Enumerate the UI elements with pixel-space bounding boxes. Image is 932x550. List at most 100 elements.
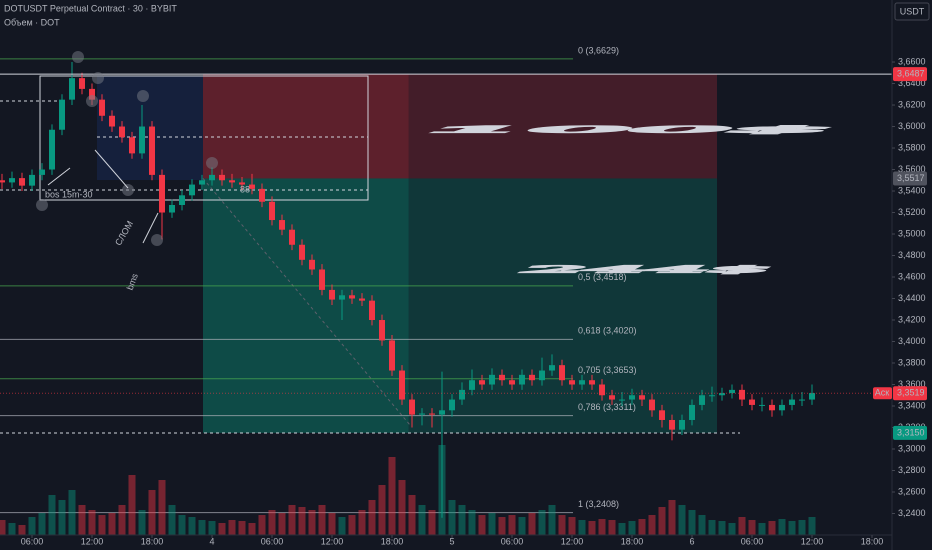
- volume-bar: [778, 519, 786, 535]
- marker: [122, 184, 134, 196]
- candle-body: [119, 126, 125, 138]
- stop-zone-active: [203, 74, 409, 179]
- candle-body: [299, 244, 305, 260]
- volume-bar: [248, 523, 256, 535]
- volume-bar: [518, 517, 526, 535]
- volume-bar: [338, 517, 346, 535]
- candle-body: [679, 419, 685, 430]
- y-tick-label: 3,6200: [898, 99, 926, 109]
- volume-bar: [638, 519, 646, 535]
- volume-bar: [788, 521, 796, 535]
- volume-bar: [28, 517, 36, 535]
- volume-bar: [488, 513, 496, 535]
- currency[interactable]: USDT: [900, 6, 925, 16]
- candle-body: [729, 389, 735, 394]
- range-box: [39, 75, 369, 201]
- volume-bar: [608, 520, 616, 535]
- price-tag-label: 3,6487: [897, 69, 925, 79]
- candle-body: [569, 380, 575, 385]
- candle-body: [719, 393, 725, 396]
- y-tick-label: 3,3800: [898, 357, 926, 367]
- candle-body: [69, 78, 75, 100]
- volume-bar: [558, 515, 566, 535]
- volume-bar: [628, 521, 636, 535]
- y-tick-label: 3,5600: [898, 164, 926, 174]
- candle-body: [749, 399, 755, 405]
- candle-body: [59, 99, 65, 130]
- volume-bar: [578, 520, 586, 535]
- candle-body: [39, 169, 45, 175]
- candle-body: [79, 78, 85, 89]
- volume-bar: [308, 510, 316, 535]
- arrow: [142, 212, 159, 244]
- candle-body: [329, 289, 335, 300]
- currency-box[interactable]: [894, 2, 930, 21]
- y-tick-label: 3,4600: [898, 271, 926, 281]
- candle-body: [459, 389, 465, 400]
- volume-bar: [128, 475, 136, 535]
- volume-bar: [178, 515, 186, 535]
- candle-body: [279, 220, 285, 230]
- marker: [151, 234, 163, 246]
- volume-bar: [368, 500, 376, 535]
- candle-body: [529, 374, 535, 381]
- volume-bar: [408, 495, 416, 535]
- volume-bar: [478, 515, 486, 535]
- x-tick-label: 18:00: [621, 536, 644, 546]
- price-tag: [893, 67, 927, 82]
- x-tick-label: 4: [209, 536, 214, 546]
- volume-bar: [318, 505, 326, 535]
- volume-bar: [68, 490, 76, 535]
- candle-body: [779, 404, 785, 411]
- volume-bar: [88, 510, 96, 535]
- candle-body: [9, 178, 15, 183]
- volume-bar: [8, 523, 16, 535]
- candle-body: [439, 410, 445, 415]
- x-tick-label: 18:00: [861, 536, 884, 546]
- arrow: [94, 149, 129, 189]
- y-tick-label: 3,6400: [898, 78, 926, 88]
- marker: [206, 157, 218, 169]
- candle-body: [209, 174, 215, 181]
- volume-bar: [498, 517, 506, 535]
- handwritten-note: 244$: [514, 266, 773, 276]
- volume-bar: [188, 517, 196, 535]
- fib-label: 0,786 (3,3311): [578, 402, 636, 412]
- y-tick-label: 3,5400: [898, 185, 926, 195]
- volume-title: Объем · DOT: [4, 17, 60, 27]
- x-tick-label: 5: [449, 536, 454, 546]
- volume-bar: [148, 490, 156, 535]
- x-tick-label: 12:00: [321, 536, 344, 546]
- volume-bar: [728, 523, 736, 535]
- candle-body: [629, 395, 635, 400]
- candle-body: [429, 413, 435, 415]
- volume-bar: [508, 515, 516, 535]
- volume-bar: [528, 513, 536, 535]
- volume-bar: [698, 515, 706, 535]
- candle-body: [319, 269, 325, 290]
- candle-body: [469, 380, 475, 390]
- candle-body: [479, 380, 485, 385]
- volume-bar: [708, 520, 716, 535]
- candle-body: [759, 404, 765, 406]
- volume-bar: [158, 480, 166, 535]
- candle-body: [659, 410, 665, 420]
- marker: [72, 51, 84, 63]
- candle-body: [609, 395, 615, 400]
- y-tick-label: 3,6000: [898, 121, 926, 131]
- volume-bar: [678, 505, 686, 535]
- candle-body: [539, 370, 545, 381]
- candle-body: [359, 298, 365, 301]
- volume-bar: [418, 505, 426, 535]
- candle-body: [649, 399, 655, 411]
- volume-bar: [538, 510, 546, 535]
- candle-body: [289, 229, 295, 245]
- candle-body: [769, 404, 775, 411]
- fib-label: 0 (3,6629): [578, 45, 619, 55]
- volume-bar: [768, 521, 776, 535]
- candle-body: [249, 184, 255, 189]
- volume-bar: [238, 521, 246, 535]
- stop-zone: [203, 74, 717, 179]
- x-tick-label: 6: [689, 536, 694, 546]
